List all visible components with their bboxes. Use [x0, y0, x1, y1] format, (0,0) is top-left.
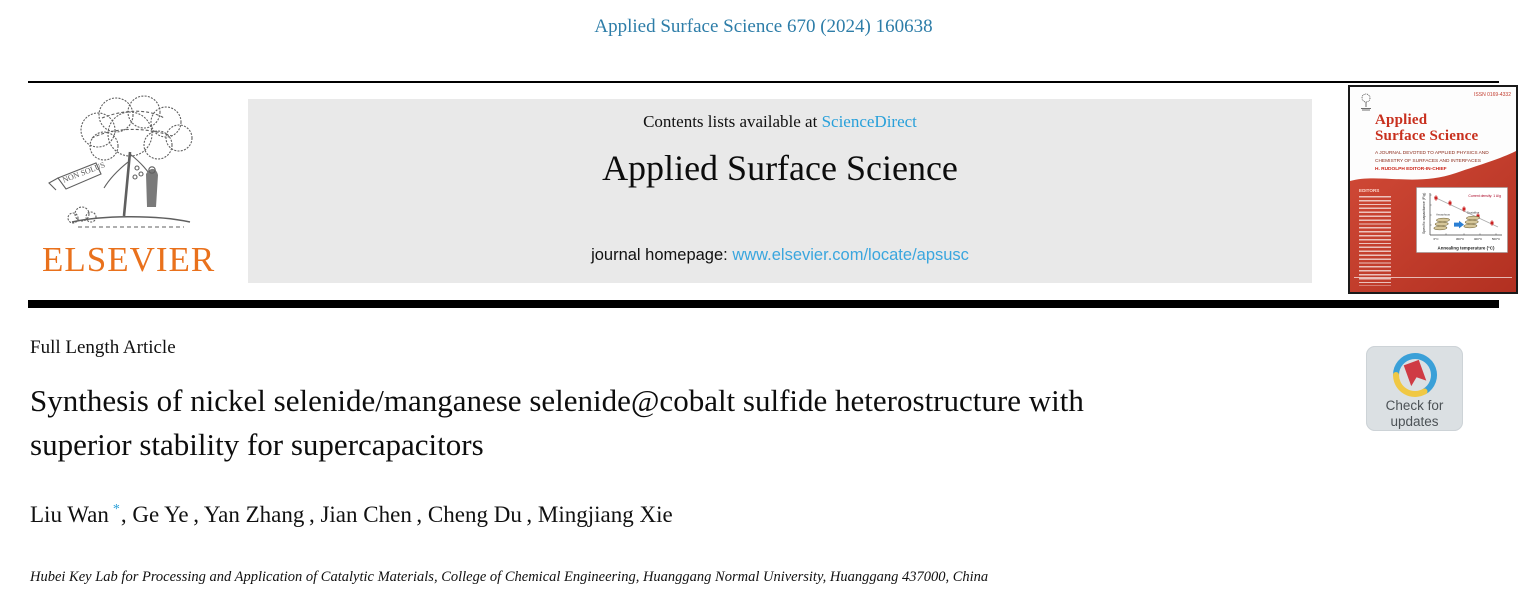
author-lead: Liu Wan	[30, 502, 109, 527]
journal-cover-thumbnail[interactable]: ISSN 0169-4332 Applied Surface Science A…	[1348, 85, 1518, 294]
journal-banner: Contents lists available at ScienceDirec…	[248, 99, 1312, 283]
sciencedirect-link[interactable]: ScienceDirect	[821, 112, 917, 131]
author-line: Liu Wan *, Ge Ye , Yan Zhang , Jian Chen …	[30, 502, 673, 528]
cover-editor-line: H. RUDOLPH EDITOR-IN-CHIEF	[1375, 167, 1447, 172]
check-for-updates-badge[interactable]: Check for updates	[1366, 346, 1463, 431]
cover-title: Applied Surface Science	[1375, 112, 1478, 144]
cover-elsevier-mark-icon	[1361, 93, 1371, 111]
cover-title-line1: Applied	[1375, 112, 1428, 128]
cover-editors-label: EDITORS	[1359, 188, 1380, 193]
badge-line2: updates	[1390, 413, 1439, 429]
inset-xlabel: Annealing temperature (°C)	[1438, 246, 1495, 251]
cover-inset-chart: Current density: 1 A/g Specific capacita…	[1416, 187, 1508, 253]
crossmark-circle-icon	[1392, 353, 1437, 397]
banner-journal-title: Applied Surface Science	[602, 148, 958, 188]
cover-issn: ISSN 0169-4332	[1474, 92, 1511, 98]
inset-ylabel: Specific capacitance (F/g)	[1422, 193, 1426, 234]
corresponding-author-asterisk[interactable]: *	[112, 502, 120, 517]
bookmark-icon	[1403, 359, 1426, 387]
inset-tick-3: 500°C	[1492, 237, 1501, 241]
section-divider	[28, 300, 1499, 308]
journal-citation-header: Applied Surface Science 670 (2024) 16063…	[594, 16, 933, 37]
inset-label-amorphous: Amorphous	[1436, 213, 1450, 217]
inset-label-crystalline: Crystalline	[1467, 211, 1480, 215]
contents-line-prefix: Contents lists available at	[643, 112, 822, 131]
cover-inner: ISSN 0169-4332 Applied Surface Science A…	[1350, 87, 1516, 292]
author-rest: , Ge Ye , Yan Zhang , Jian Chen , Cheng …	[120, 502, 673, 527]
affiliation: Hubei Key Lab for Processing and Applica…	[30, 569, 989, 585]
elsevier-tree-icon: NON SOLUS	[48, 95, 193, 228]
cover-subtitle: A JOURNAL DEVOTED TO APPLIED PHYSICS AND…	[1375, 151, 1489, 164]
top-divider	[28, 81, 1499, 83]
inset-sheet-stack-right	[1463, 215, 1480, 229]
inset-sheet-stack-left	[1433, 217, 1450, 231]
homepage-line: journal homepage: www.elsevier.com/locat…	[248, 246, 1312, 265]
elsevier-wordmark: ELSEVIER	[42, 240, 216, 279]
elsevier-logo[interactable]: NON SOLUS ELSEVIER	[42, 88, 220, 288]
article-title: Synthesis of nickel selenide/manganese s…	[30, 383, 1084, 463]
inset-legend: Current density: 1 A/g	[1468, 194, 1501, 198]
cover-bottom-line	[1354, 277, 1512, 278]
homepage-prefix: journal homepage:	[591, 246, 733, 264]
article-type-label: Full Length Article	[30, 337, 176, 358]
contents-line: Contents lists available at ScienceDirec…	[248, 112, 1312, 132]
inset-tick-0: 0°C	[1433, 237, 1439, 241]
cover-title-line2: Surface Science	[1375, 128, 1479, 145]
inset-tick-1: 300°C	[1456, 237, 1465, 241]
homepage-link[interactable]: www.elsevier.com/locate/apsusc	[732, 246, 969, 264]
cover-editors-list	[1359, 196, 1391, 286]
inset-tick-2: 400°C	[1474, 237, 1483, 241]
badge-text: Check for updates	[1366, 398, 1463, 429]
badge-line1: Check for	[1385, 398, 1444, 413]
